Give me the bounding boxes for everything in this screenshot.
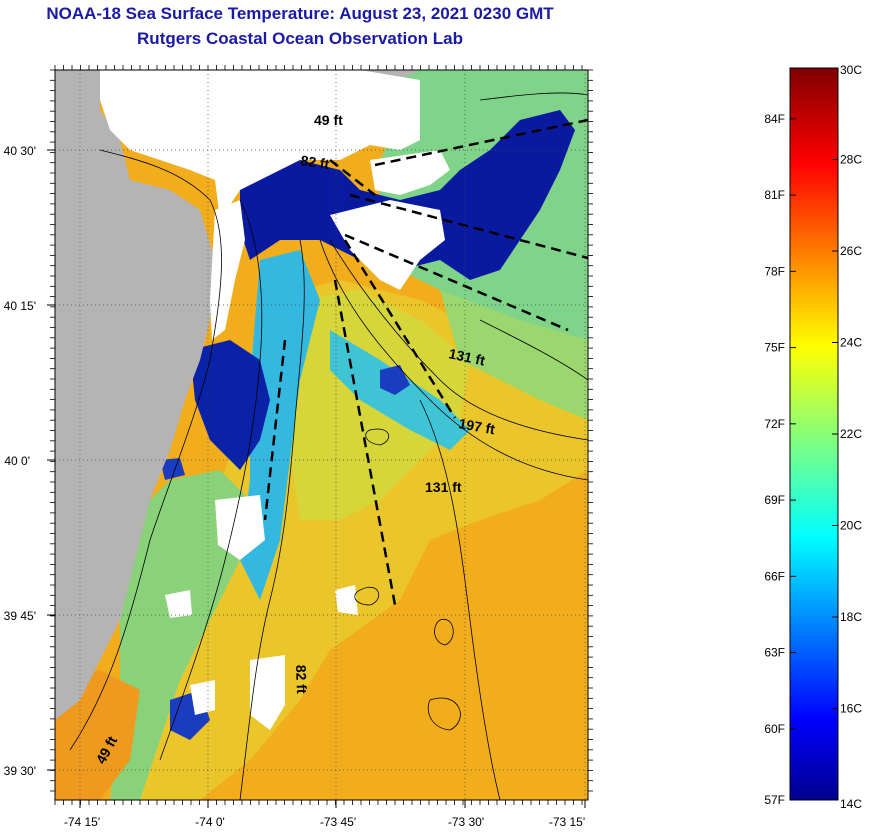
colorbar-fahrenheit-label: 78F (764, 264, 785, 278)
colorbar-fahrenheit-label: 84F (764, 112, 785, 126)
cloud-south-4 (165, 590, 192, 618)
sst-map: 49 ft 82 ft 131 ft 197 ft 131 ft 82 ft 4… (4, 65, 593, 829)
land-new-jersey (55, 70, 215, 720)
cloud-south-3 (190, 680, 215, 715)
depth-label: 82 ft (293, 665, 310, 695)
colorbar-celsius-label: 18C (840, 610, 862, 624)
cloud-harbor (100, 70, 420, 220)
colorbar-fahrenheit-label: 69F (764, 493, 785, 507)
colorbar-fahrenheit-label: 81F (764, 188, 785, 202)
cloud-mid (330, 200, 445, 290)
cloud-south-5 (335, 585, 358, 615)
cold-water-north (240, 110, 575, 280)
lat-label: 39 45' (4, 609, 36, 623)
ocean-green-2 (440, 290, 588, 420)
ocean-yellow (120, 280, 588, 800)
depth-label: 131 ft (425, 479, 462, 495)
lat-label: 40 30' (4, 144, 36, 158)
colorbar-fahrenheit-label: 75F (764, 341, 785, 355)
lon-label: -74 0' (195, 815, 225, 829)
cold-water-patch (380, 365, 410, 395)
map-frame (54, 69, 589, 801)
cold-water-south (190, 340, 270, 470)
colorbar-celsius-label: 16C (840, 702, 862, 716)
colorbar-fahrenheit-label: 60F (764, 722, 785, 736)
depth-label: 197 ft (457, 415, 496, 437)
grid-lines (55, 70, 588, 800)
colorbar-fahrenheit-label: 63F (764, 646, 785, 660)
lon-label: -73 45' (320, 815, 356, 829)
colorbar-celsius-label: 30C (840, 63, 862, 77)
lat-label: 40 0' (4, 454, 30, 468)
depth-label: 131 ft (447, 345, 486, 368)
dashed-transects (263, 118, 588, 606)
lat-label: 40 15' (4, 299, 36, 313)
colorbar-celsius-label: 24C (840, 336, 862, 350)
colorbar-fahrenheit-label: 66F (764, 569, 785, 583)
lon-label: -74 15' (64, 815, 100, 829)
depth-label: 82 ft (300, 152, 331, 172)
colorbar-celsius-label: 22C (840, 427, 862, 441)
lon-label: -73 15' (549, 815, 585, 829)
colorbar-fahrenheit-label: 57F (764, 793, 785, 807)
title-line-1: NOAA-18 Sea Surface Temperature: August … (46, 4, 554, 23)
colorbar-fahrenheit-label: 72F (764, 417, 785, 431)
lat-label: 39 30' (4, 764, 36, 778)
colorbar-celsius-label: 14C (840, 797, 862, 811)
depth-label: 49 ft (314, 112, 343, 128)
cloud-south-2 (250, 655, 285, 730)
temperature-colorbar: 84F 81F 78F 75F 72F 69F 66F 63F 60F 57F 30C 28C 26C… (740, 60, 872, 820)
title-line-2: Rutgers Coastal Ocean Observation Lab (137, 29, 463, 48)
minor-ticks (50, 65, 593, 805)
colorbar-fahrenheit-labels: 84F 81F 78F 75F 72F 69F 66F 63F 60F 57F (764, 112, 796, 807)
colorbar-celsius-labels: 30C 28C 26C 24C 22C 20C 18C 16C 14C (832, 63, 862, 811)
ocean-green-coastal (110, 470, 250, 800)
bathymetry-contours (69, 92, 588, 800)
lon-label: -73 30' (448, 815, 484, 829)
colorbar-gradient (789, 67, 839, 801)
colorbar-celsius-label: 28C (840, 153, 862, 167)
cloud-south-1 (215, 495, 265, 560)
cloud-coast (210, 200, 245, 340)
cold-water-patch-2 (160, 458, 185, 480)
colorbar-celsius-label: 26C (840, 244, 862, 258)
cloud-north-east (370, 150, 450, 195)
colorbar-celsius-label: 20C (840, 519, 862, 533)
